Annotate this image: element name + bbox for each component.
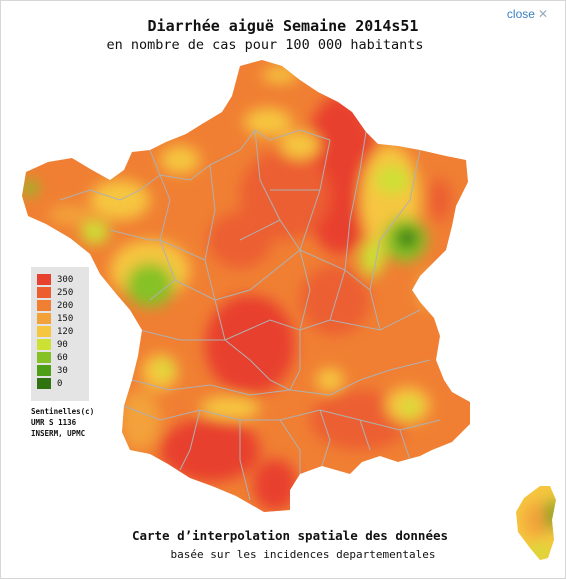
legend-label: 200 bbox=[57, 300, 74, 311]
legend-label: 250 bbox=[57, 287, 74, 298]
legend-label: 0 bbox=[57, 378, 63, 389]
legend-item: 250 bbox=[37, 287, 73, 298]
legend-swatch bbox=[37, 365, 51, 376]
close-icon[interactable]: ✕ bbox=[537, 7, 548, 21]
credit-line: INSERM, UPMC bbox=[31, 429, 86, 438]
legend-item: 200 bbox=[37, 300, 73, 311]
legend-swatch bbox=[37, 326, 51, 337]
legend-label: 120 bbox=[57, 326, 74, 337]
legend-swatch bbox=[37, 378, 51, 389]
legend-item: 90 bbox=[37, 339, 68, 350]
close-button[interactable]: close ✕ bbox=[507, 7, 548, 21]
color-scale-legend: 300 250 200 150 120 90 60 30 0 bbox=[31, 267, 89, 401]
legend-label: 30 bbox=[57, 365, 68, 376]
credit-line: UMR S 1136 bbox=[31, 418, 77, 427]
legend-item: 0 bbox=[37, 378, 62, 389]
legend-label: 90 bbox=[57, 339, 68, 350]
legend-swatch bbox=[37, 274, 51, 285]
legend-swatch bbox=[37, 313, 51, 324]
map-title: Diarrhée aiguë Semaine 2014s51 bbox=[147, 17, 419, 35]
legend-label: 150 bbox=[57, 313, 74, 324]
map-subtitle: en nombre de cas pour 100 000 habitants bbox=[106, 37, 424, 53]
legend-swatch bbox=[37, 287, 51, 298]
close-label[interactable]: close bbox=[506, 7, 535, 21]
footer-caption: Carte d’interpolation spatiale des donné… bbox=[131, 528, 449, 543]
footer-subcaption: basée sur les incidences departementales bbox=[170, 548, 436, 561]
legend-item: 150 bbox=[37, 313, 73, 324]
legend-item: 30 bbox=[37, 365, 68, 376]
legend-swatch bbox=[37, 352, 51, 363]
legend-swatch bbox=[37, 339, 51, 350]
legend-item: 60 bbox=[37, 352, 68, 363]
legend-label: 60 bbox=[57, 352, 68, 363]
legend-label: 300 bbox=[57, 274, 74, 285]
legend-item: 120 bbox=[37, 326, 73, 337]
legend-swatch bbox=[37, 300, 51, 311]
department-borders bbox=[59, 129, 441, 501]
credits: Sentinelles(c) UMR S 1136 INSERM, UPMC bbox=[31, 406, 94, 439]
credit-line: Sentinelles(c) bbox=[31, 407, 95, 416]
legend-item: 300 bbox=[37, 274, 73, 285]
